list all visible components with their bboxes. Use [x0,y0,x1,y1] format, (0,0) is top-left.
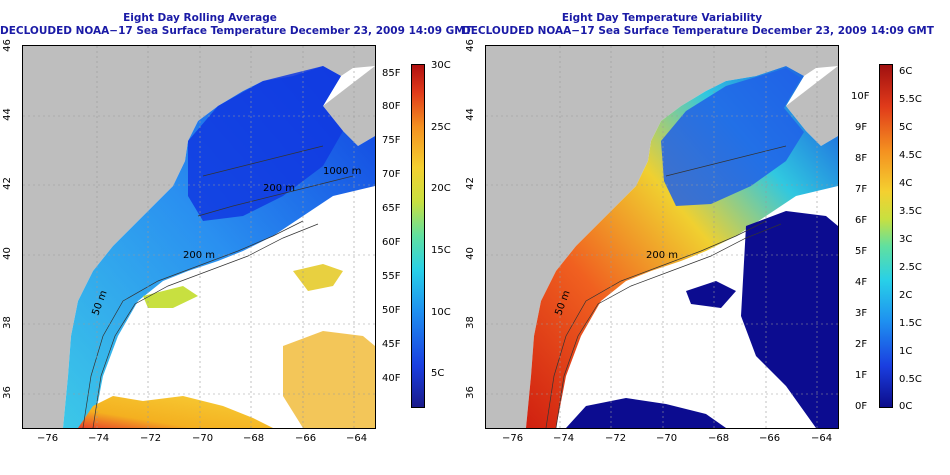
right-xtick-68: −68 [708,433,730,444]
right-colorbar [879,64,893,408]
right-cb-f-7: 7F [855,184,868,195]
right-cb-c-4: 4C [899,178,913,189]
right-cb-f-4: 4F [855,277,868,288]
right-xtick-66: −66 [759,433,781,444]
right-cb-f-0: 0F [855,401,868,412]
right-cb-f-9: 9F [855,122,868,133]
contour-label-200m-b: 200 m [183,250,215,261]
land-nova-scotia [786,66,838,146]
left-cb-f-60: 60F [382,237,401,248]
right-cb-f-6: 6F [855,215,868,226]
gulf-of-maine [661,68,804,206]
bathymetry-contours [82,145,354,428]
left-ytick-46: 46 [1,39,13,52]
left-cb-c-25: 25C [431,122,451,133]
left-ytick-36: 36 [1,386,13,399]
left-ytick-40: 40 [1,247,13,260]
right-cb-c-1: 1C [899,346,913,357]
contour-label-1000m: 1000 m [323,166,361,177]
right-cb-c-6: 6C [899,66,913,77]
right-cb-f-1: 1F [855,370,868,381]
left-cb-c-30: 30C [431,60,451,71]
gulf-of-maine [188,66,343,221]
left-xtick-74: −74 [88,433,110,444]
left-map: 1000 m 200 m 200 m 50 m [22,45,376,429]
right-map: 200 m 50 m [485,45,839,429]
right-cb-c-3: 3C [899,234,913,245]
offshore-low-variability-south [566,398,726,428]
warm-water-patch-2 [143,286,198,308]
offshore-patch-3 [686,281,736,308]
left-cb-f-75: 75F [382,135,401,146]
left-ytick-44: 44 [1,108,13,121]
left-xtick-68: −68 [243,433,265,444]
right-cb-f-8: 8F [855,153,868,164]
left-cb-c-5: 5C [431,368,445,379]
left-colorbar [411,64,425,408]
graticule [23,46,375,428]
right-ytick-40: 40 [464,247,476,260]
right-ytick-42: 42 [464,177,476,190]
right-cb-c-1.5: 1.5C [899,318,922,329]
right-cb-c-3.5: 3.5C [899,206,922,217]
right-cb-f-3: 3F [855,308,868,319]
right-title-line2: DECLOUDED NOAA−17 Sea Surface Temperatur… [462,25,934,37]
left-xtick-64: −64 [346,433,368,444]
left-xtick-76: −76 [37,433,59,444]
right-ytick-44: 44 [464,108,476,121]
right-ytick-46: 46 [464,39,476,52]
left-cb-f-65: 65F [382,203,401,214]
left-cb-f-70: 70F [382,169,401,180]
left-cb-c-15: 15C [431,245,451,256]
left-cb-f-80: 80F [382,101,401,112]
left-cb-f-85: 85F [382,68,401,79]
right-ytick-38: 38 [464,316,476,329]
right-cb-f-10: 10F [851,91,870,102]
left-xtick-70: −70 [192,433,214,444]
left-title-line1: Eight Day Rolling Average [123,12,277,24]
left-sst-map: 1000 m 200 m 200 m 50 m [23,46,375,428]
left-title-line2: DECLOUDED NOAA−17 Sea Surface Temperatur… [0,25,472,37]
right-cb-c-0: 0C [899,401,913,412]
contour-label-200m: 200 m [646,250,678,261]
left-xtick-66: −66 [295,433,317,444]
right-cb-c-2.5: 2.5C [899,262,922,273]
left-ytick-42: 42 [1,177,13,190]
graticule [486,46,838,428]
warm-water-south [78,396,273,428]
offshore-low-variability [741,211,838,428]
left-cb-f-40: 40F [382,373,401,384]
left-ytick-38: 38 [1,316,13,329]
land-nova-scotia [323,66,375,146]
right-xtick-64: −64 [811,433,833,444]
right-cb-f-5: 5F [855,246,868,257]
land-mass [23,46,375,428]
left-cb-c-10: 10C [431,307,451,318]
left-xtick-72: −72 [140,433,162,444]
right-xtick-76: −76 [502,433,524,444]
right-xtick-74: −74 [553,433,575,444]
left-cb-f-55: 55F [382,271,401,282]
right-title-line1: Eight Day Temperature Variability [561,12,763,24]
left-cb-f-45: 45F [382,339,401,350]
right-cb-c-0.5: 0.5C [899,374,922,385]
right-cb-c-4.5: 4.5C [899,150,922,161]
warm-water-east [283,331,375,428]
right-cb-c-5.5: 5.5C [899,94,922,105]
right-ytick-36: 36 [464,386,476,399]
left-cb-f-50: 50F [382,305,401,316]
right-xtick-72: −72 [605,433,627,444]
right-cb-c-5: 5C [899,122,913,133]
land-mass [486,46,838,428]
right-cb-f-2: 2F [855,339,868,350]
warm-water-patch [293,264,343,291]
right-cb-c-2: 2C [899,290,913,301]
contour-label-200m-a: 200 m [263,183,295,194]
right-xtick-70: −70 [656,433,678,444]
left-cb-c-20: 20C [431,183,451,194]
right-variability-map: 200 m 50 m [486,46,838,428]
